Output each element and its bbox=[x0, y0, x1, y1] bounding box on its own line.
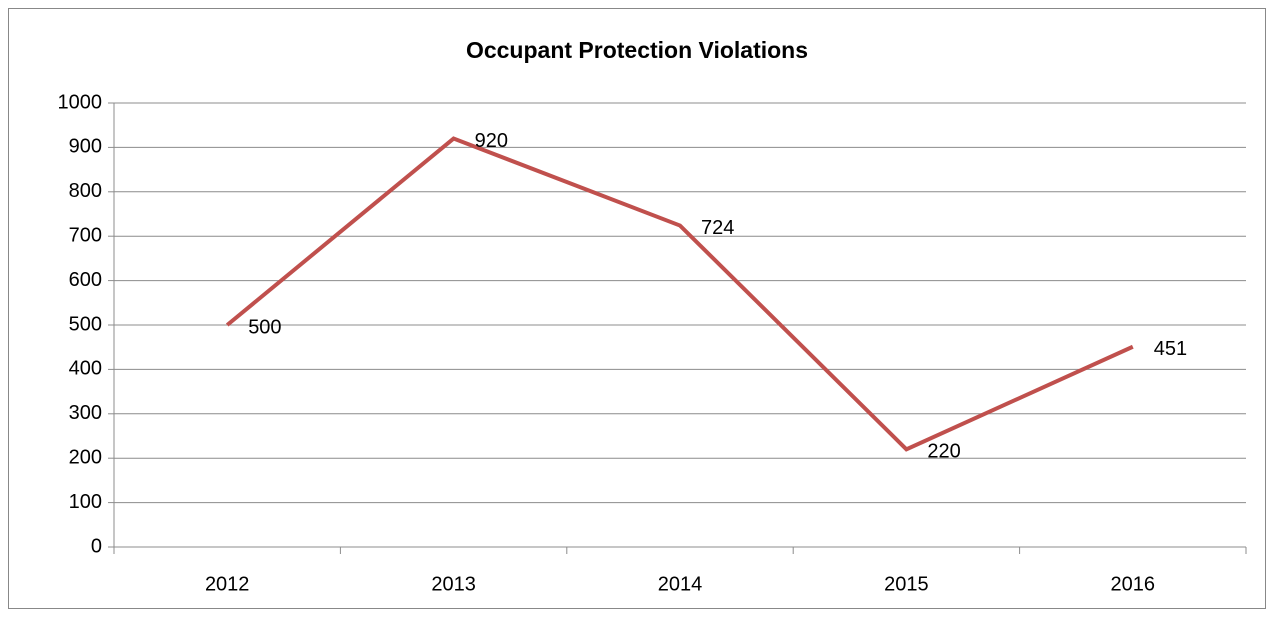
x-tick-label: 2015 bbox=[884, 573, 929, 595]
y-tick-label: 500 bbox=[69, 313, 102, 335]
data-label: 220 bbox=[927, 441, 960, 463]
y-tick-label: 100 bbox=[69, 491, 102, 513]
y-tick-label: 900 bbox=[69, 136, 102, 158]
chart-border bbox=[8, 8, 1266, 609]
x-tick-label: 2014 bbox=[658, 573, 703, 595]
series-line bbox=[225, 136, 1134, 452]
y-tick-label: 800 bbox=[69, 180, 102, 202]
y-tick-label: 700 bbox=[69, 224, 102, 246]
data-label: 500 bbox=[248, 316, 281, 338]
x-tick-label: 2016 bbox=[1111, 573, 1156, 595]
y-tick-label: 600 bbox=[69, 269, 102, 291]
y-tick-label: 200 bbox=[69, 446, 102, 468]
x-tick-label: 2012 bbox=[205, 573, 250, 595]
x-tick-label: 2013 bbox=[431, 573, 476, 595]
y-tick-label: 300 bbox=[69, 402, 102, 424]
y-tick-label: 400 bbox=[69, 358, 102, 380]
data-label: 451 bbox=[1154, 338, 1187, 360]
chart-title: Occupant Protection Violations bbox=[466, 37, 808, 63]
data-label: 920 bbox=[475, 130, 508, 152]
y-tick-label: 0 bbox=[91, 535, 102, 557]
y-tick-label: 1000 bbox=[58, 91, 103, 113]
data-label: 724 bbox=[701, 217, 734, 239]
